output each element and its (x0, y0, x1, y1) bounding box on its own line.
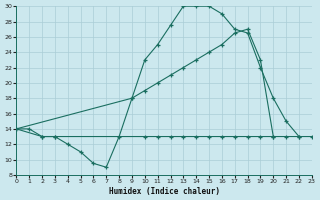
X-axis label: Humidex (Indice chaleur): Humidex (Indice chaleur) (108, 187, 220, 196)
